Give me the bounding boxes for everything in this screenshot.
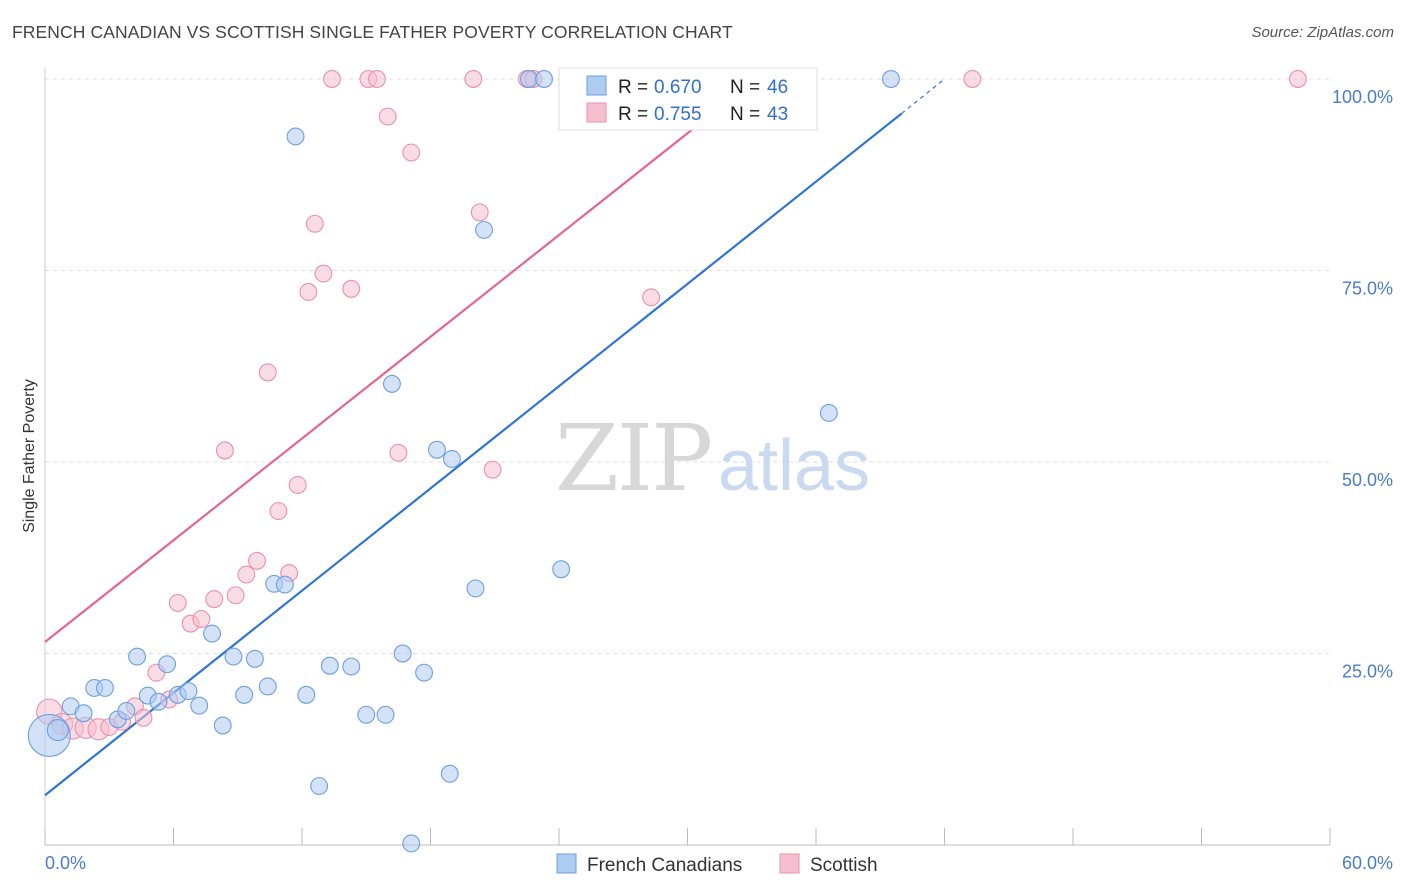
chart-title: FRENCH CANADIAN VS SCOTTISH SINGLE FATHE… [12,22,733,42]
scottish-point-35 [483,460,502,479]
scottish-point-14 [205,590,224,609]
stats-legend-swatch-blue [586,75,607,96]
legend-swatch-scottish [779,853,800,874]
french-canadian-point-34 [427,440,446,459]
trend-line-scottish [44,78,757,643]
french-canadian-point-3 [74,704,93,723]
french-canadian-point-36 [442,449,461,468]
stats-r-value-blue: 0.670 [654,77,702,98]
scottish-point-33 [464,70,483,88]
french-canadian-point-14 [190,696,209,715]
scottish-point-32 [402,143,421,162]
scottish-point-8 [134,708,153,727]
scottish-point-30 [378,107,397,126]
stats-n-label-pink: N = [730,104,760,125]
french-canadian-point-20 [258,677,277,696]
scottish-point-31 [389,443,408,462]
scottish-point-22 [288,476,307,494]
scottish-point-26 [323,70,341,88]
stats-n-value-blue: 46 [767,77,788,98]
french-canadian-point-40 [535,70,553,88]
y-tick-label-25: 25.0% [1342,662,1393,682]
scottish-point-11 [168,593,187,612]
scottish-point-27 [342,279,361,298]
scottish-point-42 [1288,70,1307,88]
trend-line-french-canadians [44,112,903,797]
french-canadian-point-19 [245,649,264,668]
scottish-point-34 [470,203,489,222]
french-canadian-point-15 [203,624,222,643]
scottish-point-15 [215,441,234,460]
watermark-zip: ZIP [555,405,711,512]
source-label: Source: ZipAtlas.com [1251,24,1394,41]
french-canadian-point-17 [224,647,243,666]
y-tick-labels: 25.0% 50.0% 75.0% 100.0% [1332,87,1393,682]
scottish-point-24 [305,214,324,233]
scottish-point-20 [269,502,288,520]
series-legend: French Canadians Scottish [556,853,878,876]
french-canadian-point-37 [466,579,485,598]
french-canadian-point-16 [213,716,232,735]
french-canadian-point-8 [128,647,147,666]
french-canadian-point-38 [475,220,493,239]
stats-legend-swatch-pink [586,102,607,123]
stats-r-value-pink: 0.755 [654,104,702,125]
scottish-point-17 [237,565,256,584]
french-canadian-point-29 [376,705,395,724]
french-canadian-point-10 [149,692,168,711]
y-axis-label: Single Father Poverty [21,379,38,533]
french-canadian-point-32 [402,834,421,853]
french-canadian-point-26 [320,656,339,675]
french-canadian-point-13 [179,682,198,700]
french-canadian-point-22 [275,575,294,594]
y-tick-label-100: 100.0% [1332,87,1393,107]
y-tick-label-50: 50.0% [1342,470,1393,490]
scottish-point-23 [299,282,318,301]
french-canadian-point-39 [520,70,538,88]
french-canadian-point-41 [552,560,571,579]
scottish-point-13 [192,610,211,628]
french-canadian-point-33 [415,663,434,682]
stats-legend: R = 0.670 N = 46 R = 0.755 N = 43 [558,67,818,131]
watermark: ZIP atlas [555,405,870,512]
legend-label-french-canadians: French Canadians [587,855,742,876]
y-tick-label-75: 75.0% [1342,279,1393,299]
french-canadian-point-7 [117,701,136,720]
scottish-point-25 [314,264,333,283]
french-canadian-point-1 [46,719,69,742]
french-canadian-point-27 [342,657,361,676]
french-canadian-point-44 [819,404,838,422]
scottish-point-16 [226,586,245,605]
french-canadian-point-35 [440,764,459,783]
watermark-atlas: atlas [718,426,870,506]
stats-r-label-pink: R = [618,104,648,125]
gridlines [45,78,1330,654]
x-tick-label-min: 0.0% [45,853,86,873]
scottish-point-19 [258,363,277,382]
french-canadian-point-11 [158,655,177,674]
french-canadian-point-30 [383,374,401,393]
french-canadian-point-5 [96,679,114,697]
scottish-point-41 [963,70,982,88]
scottish-point-18 [248,551,266,570]
x-tick-marks [44,828,1331,845]
legend-swatch-french-canadians [556,853,577,874]
legend-label-scottish: Scottish [810,855,878,876]
x-tick-label-max: 60.0% [1342,853,1393,873]
stats-r-label-blue: R = [618,77,648,98]
french-canadian-point-24 [297,685,316,704]
french-canadian-point-31 [393,644,412,663]
stats-n-value-pink: 43 [767,104,788,125]
scottish-point-38 [642,288,661,307]
french-canadian-point-25 [310,777,329,795]
stats-n-label-blue: N = [730,77,760,98]
french-canadian-point-18 [235,685,254,704]
french-canadian-point-23 [286,127,305,146]
scottish-point-29 [368,70,386,88]
trend-lines [44,78,945,797]
french-canadian-point-45 [882,70,900,88]
french-canadian-point-28 [357,705,376,724]
trend-line-french-canadians-extension [901,78,945,114]
